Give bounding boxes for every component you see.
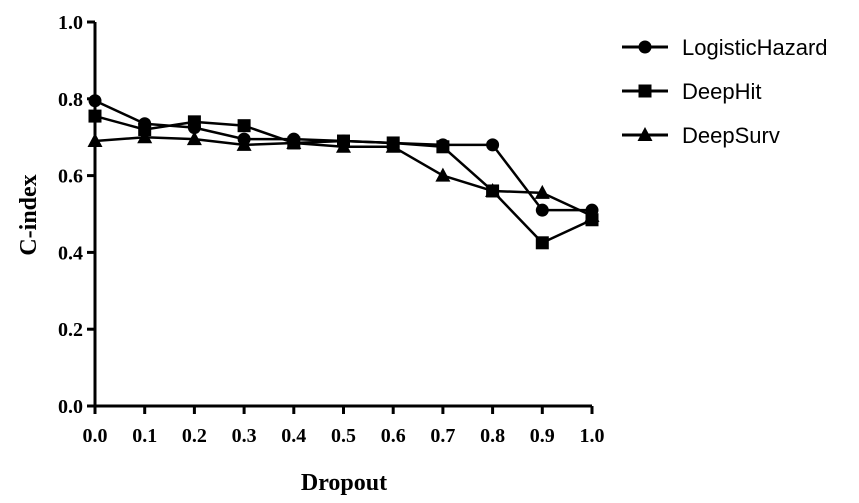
data-point-logistichazard bbox=[486, 138, 500, 152]
data-point-deepsurv bbox=[286, 134, 302, 149]
series-deephit bbox=[88, 109, 599, 250]
data-point-deepsurv bbox=[87, 133, 103, 148]
legend-item-deepsurv: DeepSurv bbox=[622, 123, 780, 148]
y-tick-label: 0.0 bbox=[58, 396, 83, 418]
x-tick-label: 0.0 bbox=[83, 425, 108, 447]
x-tick-label: 0.3 bbox=[232, 425, 257, 447]
legend-marker bbox=[638, 40, 652, 54]
legend-marker bbox=[638, 84, 652, 98]
x-tick-label: 0.4 bbox=[281, 425, 306, 447]
axes bbox=[93, 22, 592, 408]
data-point-deephit bbox=[187, 115, 201, 129]
x-axis-title: Dropout bbox=[301, 470, 387, 496]
data-point-deephit bbox=[237, 119, 251, 133]
data-point-logistichazard bbox=[88, 94, 102, 108]
x-tick-label: 1.0 bbox=[580, 425, 605, 447]
legend-item-logistichazard: LogisticHazard bbox=[622, 35, 828, 60]
y-tick-label: 0.6 bbox=[58, 166, 83, 188]
x-tick-label: 0.6 bbox=[381, 425, 406, 447]
series-layer bbox=[87, 94, 600, 250]
y-axis-ticks: 0.0 0.2 0.4 0.6 0.8 1.0 bbox=[58, 12, 95, 418]
series-deepsurv bbox=[87, 129, 600, 222]
series-line-logistichazard bbox=[94, 99, 592, 212]
data-point-logistichazard bbox=[535, 203, 549, 217]
x-tick-label: 0.5 bbox=[331, 425, 356, 447]
data-point-deepsurv bbox=[385, 138, 401, 153]
data-point-deepsurv bbox=[186, 131, 202, 146]
y-tick-label: 0.4 bbox=[58, 242, 83, 264]
x-tick-label: 0.1 bbox=[132, 425, 157, 447]
data-point-deepsurv bbox=[236, 136, 252, 151]
data-point-deepsurv bbox=[485, 182, 501, 197]
x-tick-label: 0.7 bbox=[430, 425, 455, 447]
data-point-deepsurv bbox=[137, 129, 153, 144]
legend-item-deephit: DeepHit bbox=[622, 79, 761, 104]
y-tick-label: 1.0 bbox=[58, 12, 83, 34]
legend-label: DeepHit bbox=[682, 79, 761, 104]
x-tick-label: 0.9 bbox=[530, 425, 555, 447]
legend-label: LogisticHazard bbox=[682, 35, 828, 60]
series-logistichazard bbox=[88, 94, 599, 217]
data-point-deephit bbox=[88, 109, 102, 123]
y-tick-label: 0.8 bbox=[58, 89, 83, 111]
y-tick-label: 0.2 bbox=[58, 319, 83, 341]
y-axis-title: C-index bbox=[16, 174, 42, 255]
x-axis-ticks: 0.0 0.1 0.2 0.3 0.4 0.5 0.6 0.7 0.8 0.9 1.0 bbox=[83, 406, 605, 447]
data-point-deepsurv bbox=[584, 207, 600, 222]
legend-marker bbox=[637, 127, 653, 141]
data-point-deepsurv bbox=[435, 167, 451, 182]
legend-label: DeepSurv bbox=[682, 123, 780, 148]
data-point-deepsurv bbox=[534, 184, 550, 199]
legend: LogisticHazard DeepHit DeepSurv bbox=[622, 35, 828, 148]
data-point-deepsurv bbox=[336, 138, 351, 153]
data-point-deephit bbox=[436, 140, 450, 154]
data-point-deephit bbox=[535, 236, 549, 250]
x-tick-label: 0.2 bbox=[182, 425, 207, 447]
x-tick-label: 0.8 bbox=[480, 425, 505, 447]
